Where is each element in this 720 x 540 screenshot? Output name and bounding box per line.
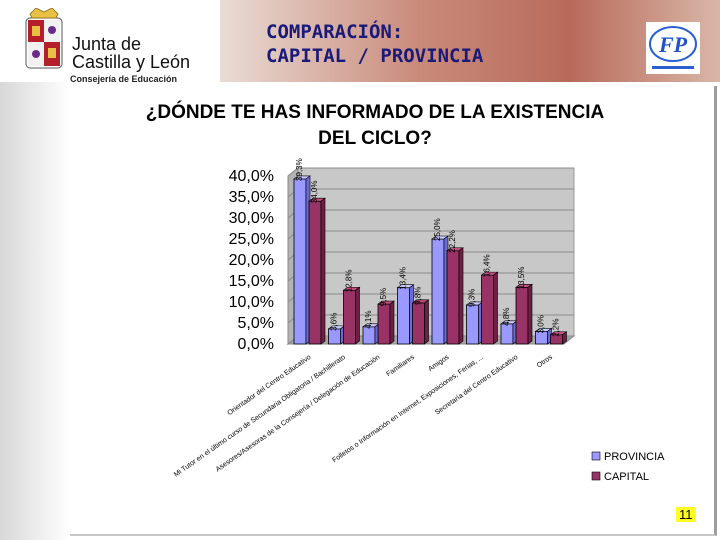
- slide-title: COMPARACIÓN: CAPITAL / PROVINCIA: [266, 21, 484, 67]
- bar: [446, 247, 464, 345]
- bar: [308, 197, 326, 345]
- legend-label: CAPITAL: [604, 471, 649, 483]
- x-tick-label: Familiares: [385, 354, 416, 379]
- bar: [342, 286, 361, 345]
- bar-data-label: 39,3%: [295, 158, 304, 181]
- legend-swatch: [591, 471, 601, 481]
- y-tick-label: 20,0%: [229, 252, 274, 269]
- coat-of-arms-icon: [25, 8, 63, 69]
- org-subtitle: Consejería de Educación: [70, 74, 178, 84]
- x-tick-label: Mi Tutor en el último curso de Secundari…: [173, 354, 347, 479]
- legend-swatch: [591, 451, 601, 461]
- bar: [362, 323, 380, 345]
- y-tick-label: 10,0%: [229, 294, 274, 311]
- bar-data-label: 9,3%: [468, 289, 477, 307]
- y-tick-label: 40,0%: [229, 168, 274, 185]
- bar-data-label: 2,2%: [552, 319, 561, 337]
- bar-data-label: 13,5%: [517, 267, 526, 290]
- x-tick-label: Otros: [536, 354, 554, 370]
- y-tick-label: 30,0%: [229, 210, 274, 227]
- decorative-side-band: [0, 82, 70, 540]
- bar-data-label: 16,4%: [483, 254, 492, 277]
- legend-label: PROVINCIA: [604, 451, 665, 463]
- bar: [549, 331, 568, 345]
- y-tick-label: 25,0%: [229, 231, 274, 248]
- org-name-line1: Junta de: [72, 34, 142, 54]
- bar-data-label: 3,6%: [330, 313, 339, 331]
- bar: [293, 175, 311, 345]
- bar: [327, 325, 346, 345]
- chart-panel: ¿DÓNDE TE HAS INFORMADO DE LA EXISTENCIA…: [70, 86, 717, 536]
- y-tick-label: 15,0%: [229, 273, 274, 290]
- bar-data-label: 25,0%: [433, 218, 442, 241]
- header-banner: [220, 0, 720, 82]
- gridline-depth: [287, 167, 299, 177]
- bar-data-label: 13,4%: [399, 267, 408, 290]
- bar-data-label: 4,1%: [364, 311, 373, 329]
- fp-logo-icon: FP: [646, 22, 700, 74]
- bar: [465, 301, 484, 345]
- bar: [411, 299, 430, 345]
- y-tick-label: 35,0%: [229, 189, 274, 206]
- org-name-line2: Castilla y León: [72, 52, 191, 72]
- chart-title: ¿DÓNDE TE HAS INFORMADO DE LA EXISTENCIA…: [145, 102, 605, 149]
- bar-data-label: 3,0%: [537, 315, 546, 333]
- bar-data-label: 4,8%: [502, 308, 511, 326]
- y-tick-label: 0,0%: [238, 336, 274, 353]
- bar: [396, 284, 415, 345]
- bar-data-label: 9,8%: [414, 287, 423, 305]
- svg-text:FP: FP: [658, 32, 688, 57]
- bar: [431, 235, 449, 345]
- bar: [480, 271, 499, 345]
- y-tick-label: 5,0%: [238, 315, 274, 332]
- bar-data-label: 34,0%: [310, 181, 319, 204]
- bar: [515, 283, 533, 345]
- bar-chart: 0,0% 5,0% 10,0% 15,0% 20,0% 25,0% 30,0% 35,0% 40…: [173, 158, 665, 483]
- page-number: 11: [676, 507, 696, 522]
- bar-data-label: 9,5%: [379, 288, 388, 306]
- bar: [377, 300, 395, 345]
- org-logo: [8, 4, 214, 80]
- bar-data-label: 12,8%: [345, 270, 354, 293]
- bar-data-label: 22,2%: [448, 230, 457, 253]
- x-tick-label: Asesores/Asesoras de la Consejería / Del…: [215, 354, 382, 474]
- x-tick-label: Amigos: [427, 354, 451, 373]
